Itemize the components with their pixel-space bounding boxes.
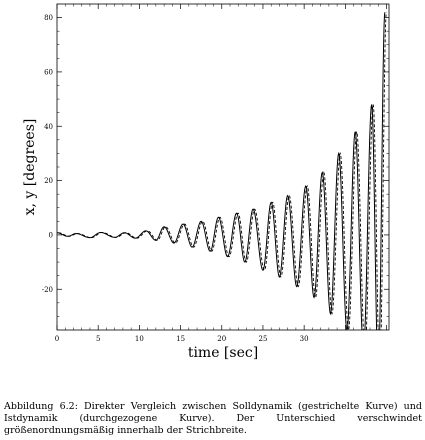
y-tick-label: 20 — [44, 177, 53, 185]
x-tick-label: 15 — [176, 335, 185, 343]
x-tick-label: 5 — [96, 335, 100, 343]
y-tick-label: 40 — [44, 123, 53, 131]
series-solid-line — [57, 12, 386, 330]
y-axis-label: x, y [degrees] — [22, 119, 38, 216]
x-tick-label: 0 — [55, 335, 59, 343]
x-axis-label: time [sec] — [188, 345, 258, 361]
y-tick-label: -20 — [42, 286, 53, 294]
plot-frame — [56, 3, 390, 331]
series-dashed-line — [58, 12, 387, 330]
x-tick-label: 20 — [217, 335, 226, 343]
y-tick-label: 60 — [44, 68, 53, 76]
y-tick-label: 80 — [44, 14, 53, 22]
series-lines — [57, 12, 387, 330]
y-tick-label: 0 — [49, 231, 53, 239]
x-tick-label: 30 — [300, 335, 309, 343]
x-tick-label: 10 — [135, 335, 144, 343]
axis-ticks: 0 5 10 15 20 25 30 -20 0 20 40 60 80 — [42, 4, 389, 343]
figure-caption: Abbildung 6.2: Direkter Vergleich zwisch… — [4, 401, 422, 436]
x-tick-label: 25 — [258, 335, 267, 343]
line-chart: 0 5 10 15 20 25 30 -20 0 20 40 60 80 time [sec] x, y… — [22, 3, 390, 361]
